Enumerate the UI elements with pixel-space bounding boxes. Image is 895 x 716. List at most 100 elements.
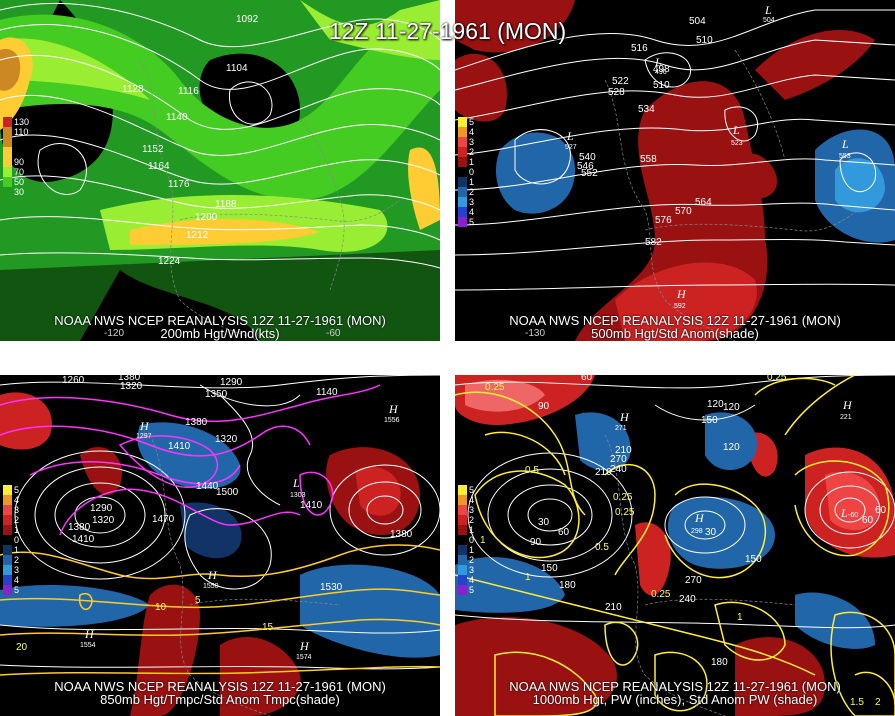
legend-swatch: [3, 495, 12, 505]
legend-row: 3: [458, 137, 492, 147]
contour-label: 564: [695, 197, 712, 208]
temperature-label: 15: [262, 622, 274, 633]
contour-label: 1128: [122, 84, 144, 95]
legend-row: 70: [3, 167, 37, 177]
legend-label: 0: [469, 535, 475, 545]
legend-row: 5: [458, 217, 492, 227]
legend-row: 4: [458, 127, 492, 137]
contour-label: 1116: [178, 86, 199, 97]
legend-row: 1: [458, 525, 492, 535]
legend-swatch: [3, 127, 12, 137]
contour-label: 540: [579, 152, 596, 163]
negative-anomaly: [300, 564, 440, 658]
low-center-value: 553: [839, 153, 851, 160]
legend-swatch: [458, 177, 467, 187]
legend-swatch: [3, 117, 12, 127]
contour-label: 546: [577, 161, 594, 172]
contour-label: 1200: [195, 212, 218, 223]
pw-label: 1: [525, 572, 531, 583]
coastlines: [149, 434, 341, 716]
legend-label: 0: [469, 167, 475, 177]
legend-row: 5: [458, 485, 492, 495]
legend-label: 0: [14, 535, 20, 545]
pw-label: 1: [480, 535, 486, 546]
contour-label: 120: [723, 442, 740, 453]
contour-label: 1320: [215, 434, 238, 445]
legend-label: 90: [14, 157, 25, 167]
legend-swatch: [3, 147, 12, 157]
legend-row: 4: [3, 495, 37, 505]
legend-label: 4: [469, 495, 475, 505]
contour-label: 1224: [158, 256, 181, 267]
legend-row: 2: [458, 187, 492, 197]
temperature-contours-cold: [0, 384, 381, 536]
negative-anomaly: [455, 556, 565, 613]
positive-anomaly: [635, 522, 671, 596]
high-center-value: 1554: [80, 642, 96, 649]
wind-speed-legend: 130 110 90 70 50 30: [3, 117, 37, 197]
contour-label-group: 1092 1104 1128 1116 1140 1152 1164 1176 …: [122, 14, 259, 267]
temperature-label: 20: [16, 642, 28, 653]
legend-swatch: [3, 575, 12, 585]
longitude-label: -60: [326, 328, 341, 339]
legend-row: 2: [458, 147, 492, 157]
contour-label: 1500: [216, 487, 239, 498]
high-center-letter: H: [207, 568, 218, 582]
high-center-value: 298: [691, 528, 703, 535]
legend-label: 5: [469, 117, 475, 127]
legend-label: 30: [14, 187, 25, 197]
legend-label: 3: [14, 565, 20, 575]
legend-row: [3, 147, 37, 157]
panel-500mb-height-anomaly: 504 510 516 498 522 528 510 534 540 546 …: [455, 0, 895, 341]
legend-label: 4: [469, 127, 475, 137]
legend-label: 4: [469, 207, 475, 217]
panel-850mb-height-temperature: 1260 1380 1320 1350 1380 1320 1290 1410 …: [0, 375, 440, 716]
contour-label: 552: [581, 168, 598, 179]
low-center-value: -60: [848, 512, 858, 519]
pw-label: 0.25: [485, 382, 505, 393]
contour-label: 90: [538, 401, 550, 412]
contour-label: 1380: [118, 375, 141, 383]
low-center-value: 523: [731, 140, 743, 147]
legend-swatch: [458, 117, 467, 127]
legend-label: 5: [469, 585, 475, 595]
high-center-letter: H: [694, 511, 705, 525]
wind-shade-90: [408, 147, 440, 230]
pw-label: 0.5: [595, 542, 609, 553]
wind-shade-90: [130, 218, 320, 245]
contour-label: 570: [675, 206, 692, 217]
contour-label: 30: [538, 517, 550, 528]
legend-row: 5: [3, 585, 37, 595]
legend-label: 130: [14, 117, 30, 127]
contour-label: 1290: [220, 377, 243, 388]
low-center-value: 1303: [290, 492, 306, 499]
contour-label: 120: [707, 399, 724, 410]
legend-swatch: [3, 177, 12, 187]
legend-label: 1: [469, 545, 475, 555]
positive-anomaly-strong: [355, 466, 401, 516]
low-center-letter: L: [566, 129, 574, 143]
contour-label: 240: [610, 464, 627, 475]
legend-row: 3: [3, 505, 37, 515]
pressure-centers: H 271 H 298 L -60 H 221: [615, 398, 858, 535]
legend-row: 30: [3, 187, 37, 197]
contour-label: 210: [605, 602, 622, 613]
temperature-label: 10: [155, 602, 167, 613]
pw-label: 0.25: [613, 492, 633, 503]
negative-anomaly-strong: [835, 158, 885, 213]
legend-swatch: [458, 555, 467, 565]
panel-caption-source: NOAA NWS NCEP REANALYSIS 12Z 11-27-1961 …: [509, 313, 841, 328]
positive-anomaly: [455, 53, 507, 122]
positive-anomaly: [80, 446, 122, 495]
contour-label: 1470: [152, 514, 175, 525]
legend-swatch: [3, 565, 12, 575]
negative-anomaly: [0, 585, 150, 627]
contour-label-group: 1260 1380 1320 1350 1380 1320 1290 1410 …: [62, 375, 413, 593]
legend-swatch: [458, 127, 467, 137]
contour-label: 150: [701, 415, 718, 426]
legend-swatch: [458, 565, 467, 575]
contour-label: 90: [530, 537, 542, 548]
legend-swatch: [458, 575, 467, 585]
legend-swatch: [3, 535, 12, 545]
contour-label: 150: [541, 563, 558, 574]
